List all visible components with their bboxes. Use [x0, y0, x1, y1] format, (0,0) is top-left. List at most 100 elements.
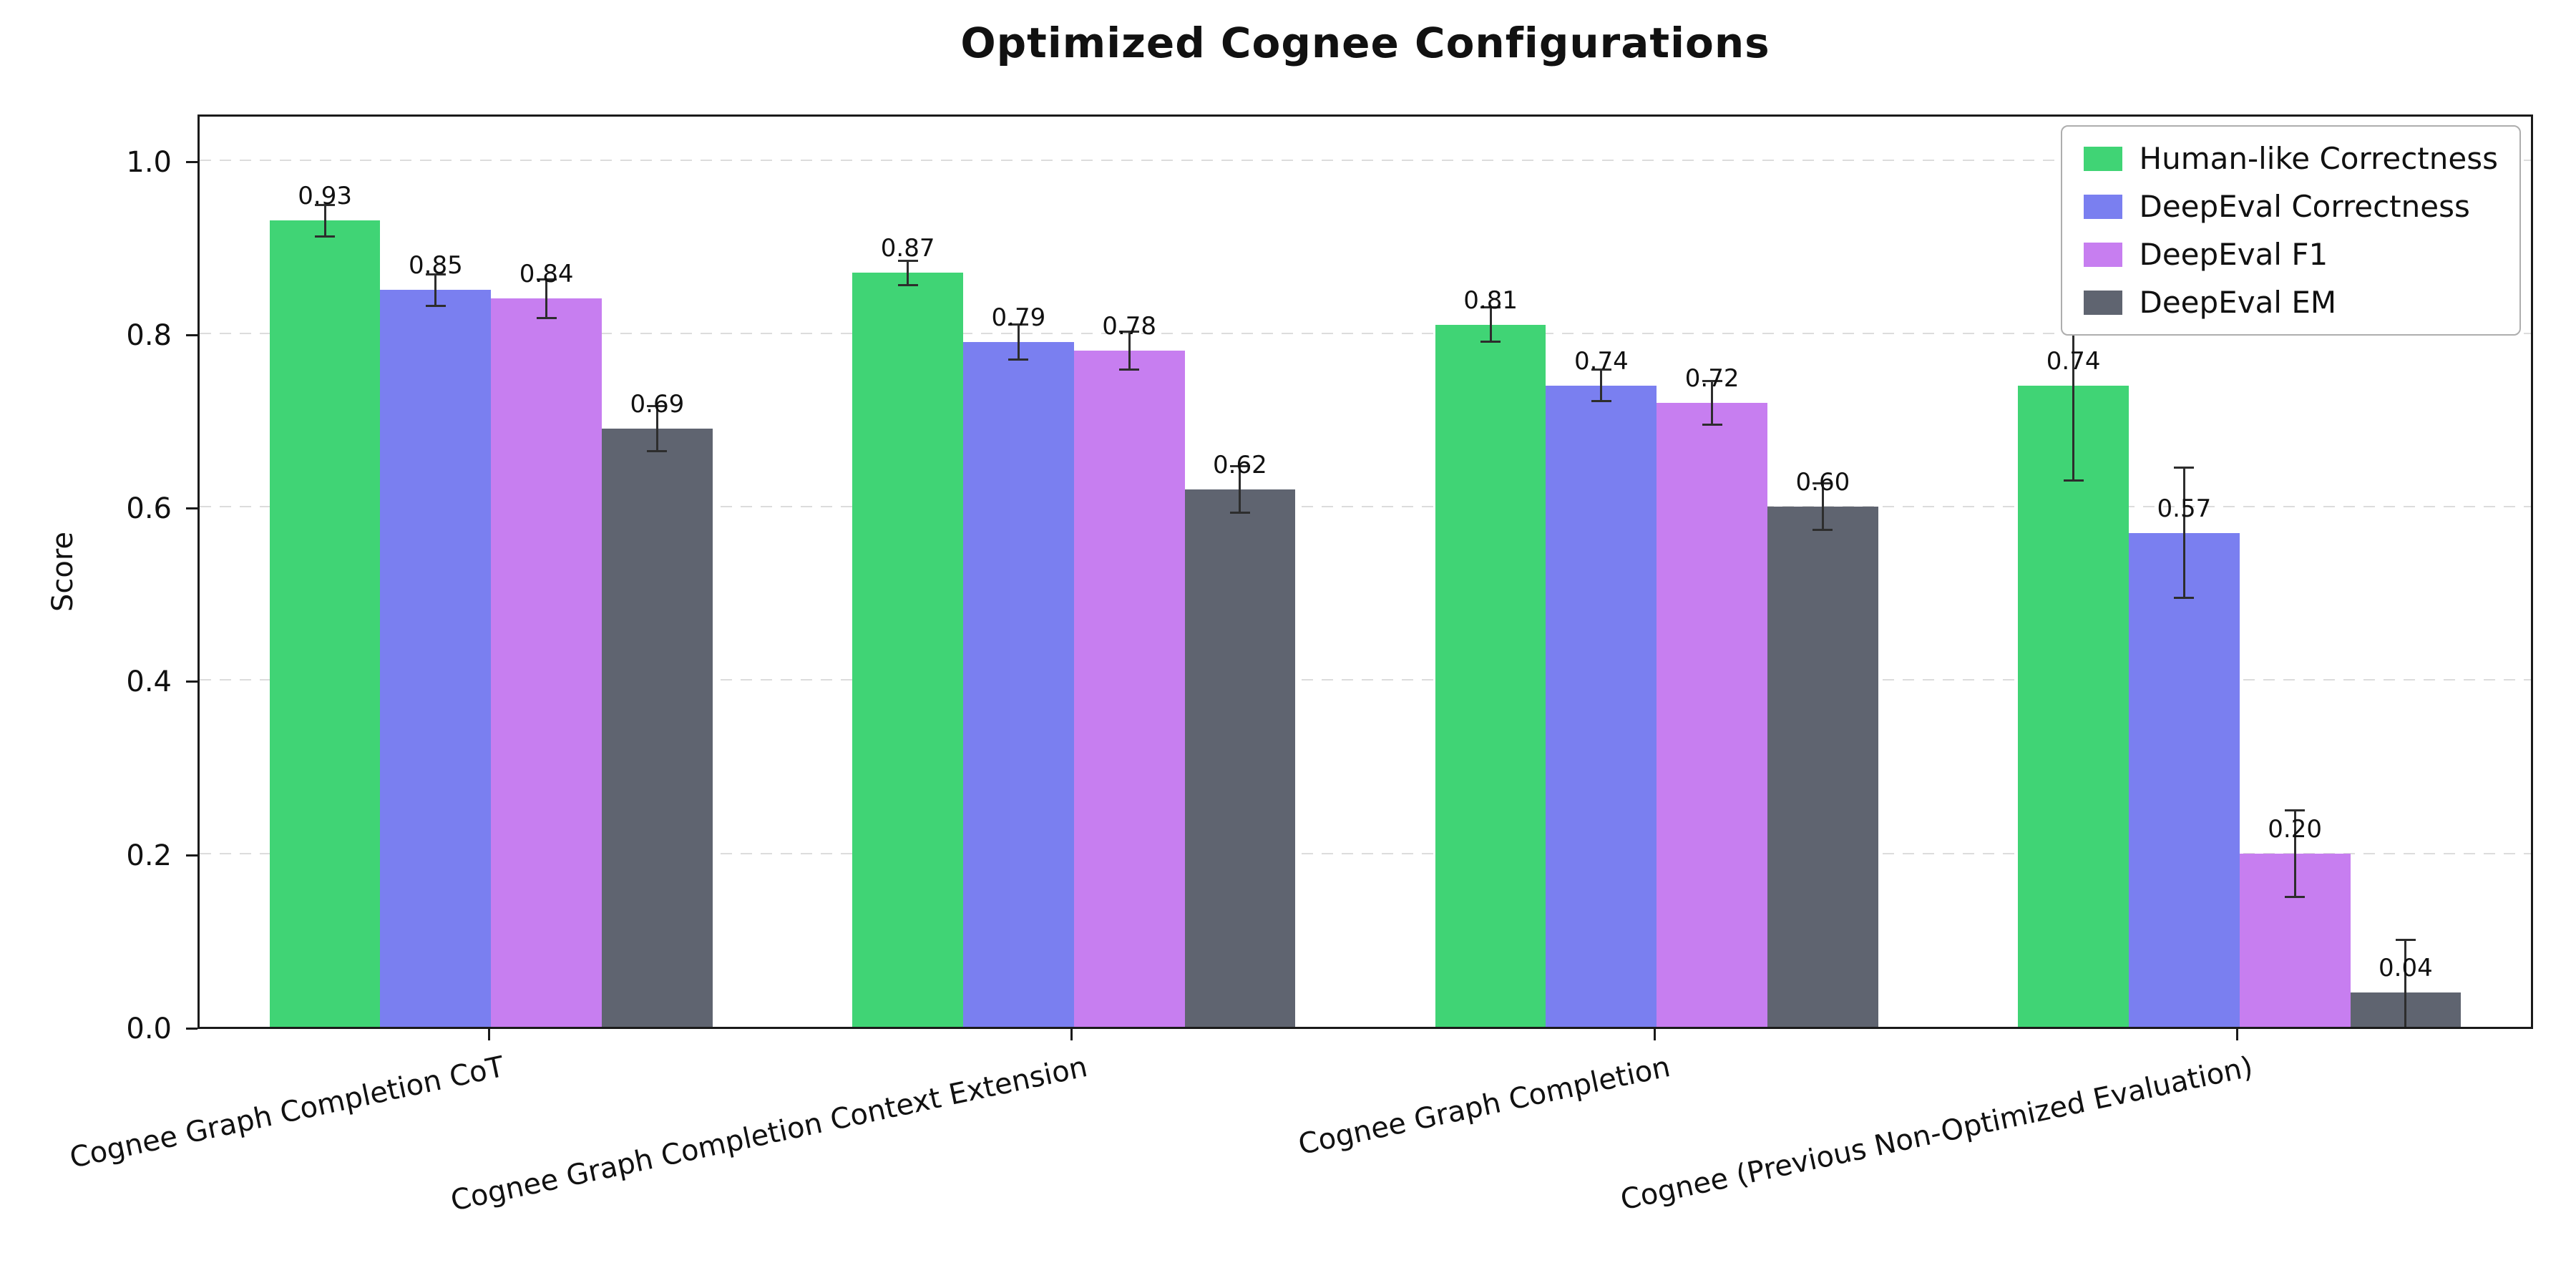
bar-deepeval-em: [1767, 507, 1878, 1027]
legend-swatch-deepeval-em: [2083, 290, 2122, 315]
bar-value-label: 0.74: [2046, 346, 2101, 376]
error-bar-cap: [315, 235, 336, 238]
bar-value-label: 0.72: [1684, 364, 1740, 393]
plot-area: Human-like Correctness DeepEval Correctn…: [197, 114, 2533, 1029]
legend-swatch-human-like-correctness: [2083, 146, 2122, 171]
error-bar: [2404, 940, 2407, 1027]
legend-swatch-deepeval-f1: [2083, 242, 2122, 267]
error-bar-cap: [1813, 529, 1833, 532]
error-bar: [1489, 307, 1492, 342]
bar-deepeval-em: [1184, 489, 1296, 1027]
bar-human-like-correctness: [2018, 385, 2129, 1027]
gridline: [200, 506, 2531, 508]
y-tick-label: 0.8: [126, 318, 172, 352]
gridline: [200, 159, 2531, 161]
legend-item: DeepEval EM: [2083, 285, 2499, 320]
error-bar-cap: [1229, 512, 1250, 514]
error-bar-cap: [1008, 358, 1029, 361]
x-tick-label: Cognee Graph Completion: [1295, 1050, 1673, 1162]
legend-label: DeepEval F1: [2139, 237, 2328, 272]
error-bar-cap: [2063, 479, 2084, 482]
error-bar-cap: [2395, 939, 2416, 942]
error-bar-cap: [1229, 464, 1250, 467]
legend-item: DeepEval F1: [2083, 237, 2499, 272]
y-tick-mark: [186, 160, 197, 163]
error-bar-cap: [536, 316, 557, 319]
error-bar-cap: [647, 450, 668, 453]
bar-value-label: 0.04: [2379, 953, 2433, 982]
legend: Human-like Correctness DeepEval Correctn…: [2060, 125, 2521, 336]
error-bar-cap: [1008, 323, 1029, 326]
legend-label: DeepEval Correctness: [2139, 189, 2470, 224]
error-bar: [1600, 369, 1603, 401]
bar-value-label: 0.79: [991, 303, 1046, 332]
bar-deepeval-correctness: [1546, 385, 1657, 1027]
x-tick-label: Cognee (Previous Non-Optimized Evaluatio…: [1617, 1050, 2256, 1217]
error-bar: [1017, 324, 1020, 360]
y-tick-label: 0.0: [126, 1013, 172, 1045]
bar-value-label: 0.60: [1795, 468, 1850, 497]
y-tick-label: 0.6: [126, 492, 172, 526]
error-bar: [2182, 467, 2185, 598]
y-tick-mark: [186, 1028, 197, 1030]
bar-deepeval-correctness: [962, 341, 1074, 1027]
legend-label: Human-like Correctness: [2139, 141, 2499, 176]
error-bar: [434, 274, 437, 306]
y-tick-label: 1.0: [126, 145, 172, 179]
bar-value-label: 0.78: [1102, 312, 1156, 341]
x-tick-mark: [2236, 1029, 2239, 1040]
error-bar: [323, 205, 326, 237]
y-axis: 0.0 0.2 0.4 0.6 0.8 1.0: [0, 114, 197, 1045]
legend-swatch-deepeval-correctness: [2083, 194, 2122, 219]
legend-label: DeepEval EM: [2139, 285, 2337, 320]
error-bar: [2072, 290, 2075, 481]
bar-value-label: 0.74: [1574, 346, 1629, 376]
error-bar-cap: [2285, 809, 2306, 811]
error-bar: [1239, 466, 1241, 513]
error-bar: [1711, 381, 1714, 425]
y-tick-mark: [186, 854, 197, 857]
bar-value-label: 0.85: [409, 251, 463, 280]
y-tick-mark: [186, 680, 197, 683]
error-bar-cap: [1702, 423, 1722, 426]
bar-value-label: 0.62: [1213, 450, 1267, 479]
error-bar-cap: [1480, 341, 1501, 343]
error-bar-cap: [425, 304, 446, 307]
bar-value-label: 0.81: [1463, 286, 1518, 315]
error-bar: [545, 279, 548, 318]
y-tick-label: 0.2: [126, 839, 172, 872]
bar-deepeval-correctness: [2128, 532, 2240, 1027]
error-bar-cap: [897, 259, 918, 262]
bar-value-label: 0.69: [630, 390, 685, 419]
error-bar-cap: [1591, 399, 1611, 402]
error-bar: [655, 406, 658, 452]
bar-human-like-correctness: [269, 220, 381, 1027]
x-tick-mark: [1070, 1029, 1073, 1040]
bar-value-label: 0.57: [2157, 494, 2212, 523]
legend-item: DeepEval Correctness: [2083, 189, 2499, 224]
legend-item: Human-like Correctness: [2083, 141, 2499, 176]
error-bar-cap: [1480, 306, 1501, 309]
error-bar-cap: [1813, 482, 1833, 484]
error-bar-cap: [2174, 467, 2195, 469]
chart-title: Optimized Cognee Configurations: [960, 19, 1770, 67]
error-bar: [2293, 810, 2296, 897]
bar-human-like-correctness: [1435, 324, 1546, 1027]
x-axis: Cognee Graph Completion CoT Cognee Graph …: [67, 1029, 2533, 1288]
x-tick-mark: [487, 1029, 490, 1040]
x-tick-label: Cognee Graph Completion Context Extensio…: [447, 1050, 1091, 1218]
bar-value-label: 0.87: [880, 234, 935, 263]
bar-deepeval-f1: [1073, 351, 1185, 1027]
bar-deepeval-correctness: [380, 290, 492, 1027]
error-bar-cap: [425, 273, 446, 275]
y-tick-label: 0.4: [126, 665, 172, 699]
error-bar-cap: [2285, 895, 2306, 898]
gridline: [200, 679, 2531, 681]
bar-deepeval-f1: [1657, 402, 1767, 1027]
error-bar-cap: [1119, 330, 1140, 333]
x-tick-mark: [1653, 1029, 1656, 1040]
error-bar-cap: [1702, 380, 1722, 382]
bar-deepeval-em: [602, 429, 713, 1027]
x-tick-label: Cognee Graph Completion CoT: [67, 1050, 507, 1175]
